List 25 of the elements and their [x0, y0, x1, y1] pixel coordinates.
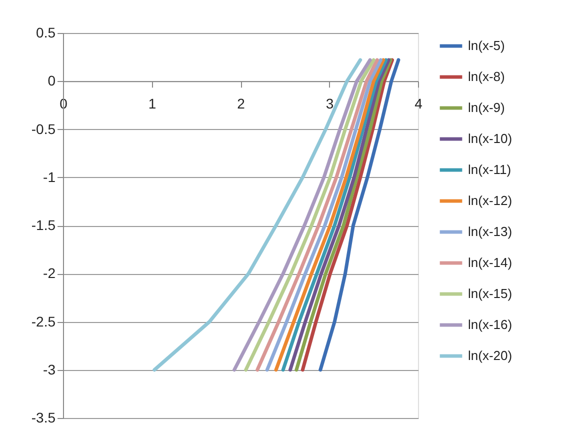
x-tick-label: 4: [414, 96, 423, 112]
legend-label: ln(x-11): [468, 162, 512, 177]
y-tick-label: 0: [48, 72, 56, 89]
legend-label: ln(x-16): [468, 317, 512, 332]
legend-label: ln(x-8): [468, 69, 505, 84]
legend-label: ln(x-15): [468, 286, 512, 301]
legend-label: ln(x-10): [468, 131, 512, 146]
legend-label: ln(x-20): [468, 348, 512, 363]
legend-label: ln(x-5): [468, 38, 505, 53]
legend-label: ln(x-12): [468, 193, 512, 208]
x-tick-label: 3: [326, 96, 334, 112]
line-series: [318, 58, 400, 372]
y-tick-label: -3: [43, 361, 56, 378]
y-tick-label: -3.5: [31, 410, 56, 426]
y-tick-label: 0.5: [36, 24, 56, 40]
legend-label: ln(x-13): [468, 224, 512, 239]
y-tick-label: -1.5: [31, 217, 56, 233]
legend-label: ln(x-14): [468, 255, 512, 270]
y-tick-label: -2: [43, 265, 56, 282]
x-tick-label: 1: [148, 96, 156, 112]
y-tick-label: -2.5: [31, 313, 56, 330]
legend-label: ln(x-9): [468, 100, 505, 115]
x-tick-label: 2: [237, 96, 246, 112]
y-tick-label: -0.5: [31, 120, 56, 137]
y-tick-label: -1: [43, 168, 56, 185]
